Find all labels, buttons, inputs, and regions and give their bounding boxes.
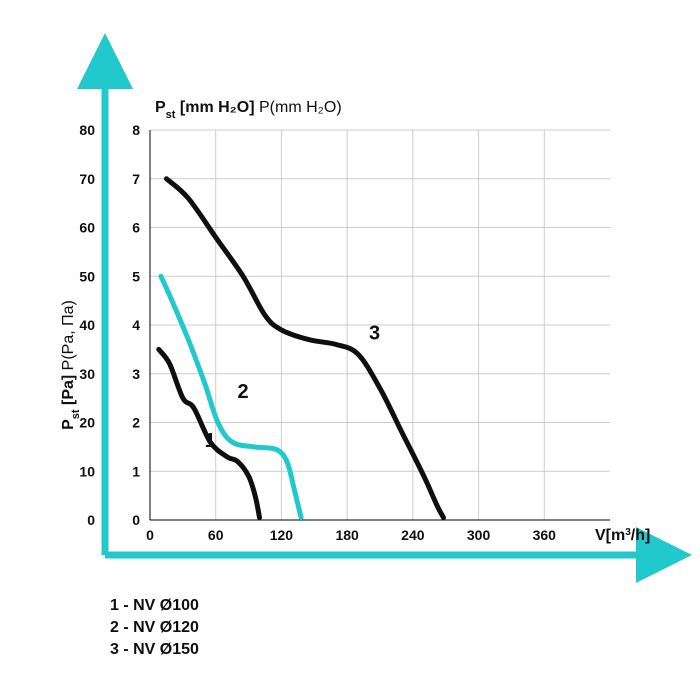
legend-item: 2 - NV Ø120 (110, 619, 199, 636)
y2-tick-label: 8 (132, 122, 140, 138)
y2-axis-label: Pst [mm H₂O] P(mm H₂O) (155, 99, 342, 121)
y1-tick-label: 0 (87, 512, 95, 528)
y2-tick-label: 5 (132, 268, 140, 284)
x-tick-label: 300 (467, 527, 491, 543)
y1-tick-label: 30 (79, 366, 95, 382)
y2-tick-label: 7 (132, 171, 140, 187)
y1-tick-label: 70 (79, 171, 95, 187)
x-axis-label: V[m3/h] (595, 527, 650, 545)
x-tick-label: 0 (146, 527, 154, 543)
y2-tick-label: 3 (132, 366, 140, 382)
y1-tick-label: 10 (79, 463, 95, 479)
y1-tick-label: 60 (79, 220, 95, 236)
x-tick-label: 240 (401, 527, 425, 543)
curve-label-curve2: 2 (238, 381, 249, 403)
legend-item: 3 - NV Ø150 (110, 641, 199, 658)
curve-label-curve1: 1 (205, 430, 216, 452)
y1-tick-label: 50 (79, 268, 95, 284)
curve-curve3 (166, 179, 443, 518)
x-tick-label: 120 (270, 527, 294, 543)
legend-item: 1 - NV Ø100 (110, 597, 199, 614)
y2-tick-label: 0 (132, 512, 140, 528)
pressure-flow-chart: 0102030405060708001234567806012018024030… (0, 0, 700, 700)
curve-label-curve3: 3 (369, 323, 380, 345)
x-tick-label: 360 (533, 527, 557, 543)
y1-tick-label: 80 (79, 122, 95, 138)
y2-tick-label: 4 (132, 317, 140, 333)
x-tick-label: 60 (208, 527, 224, 543)
y2-tick-label: 6 (132, 220, 140, 236)
y1-tick-label: 40 (79, 317, 95, 333)
y2-tick-label: 1 (132, 463, 140, 479)
x-tick-label: 180 (335, 527, 359, 543)
y2-tick-label: 2 (132, 415, 140, 431)
